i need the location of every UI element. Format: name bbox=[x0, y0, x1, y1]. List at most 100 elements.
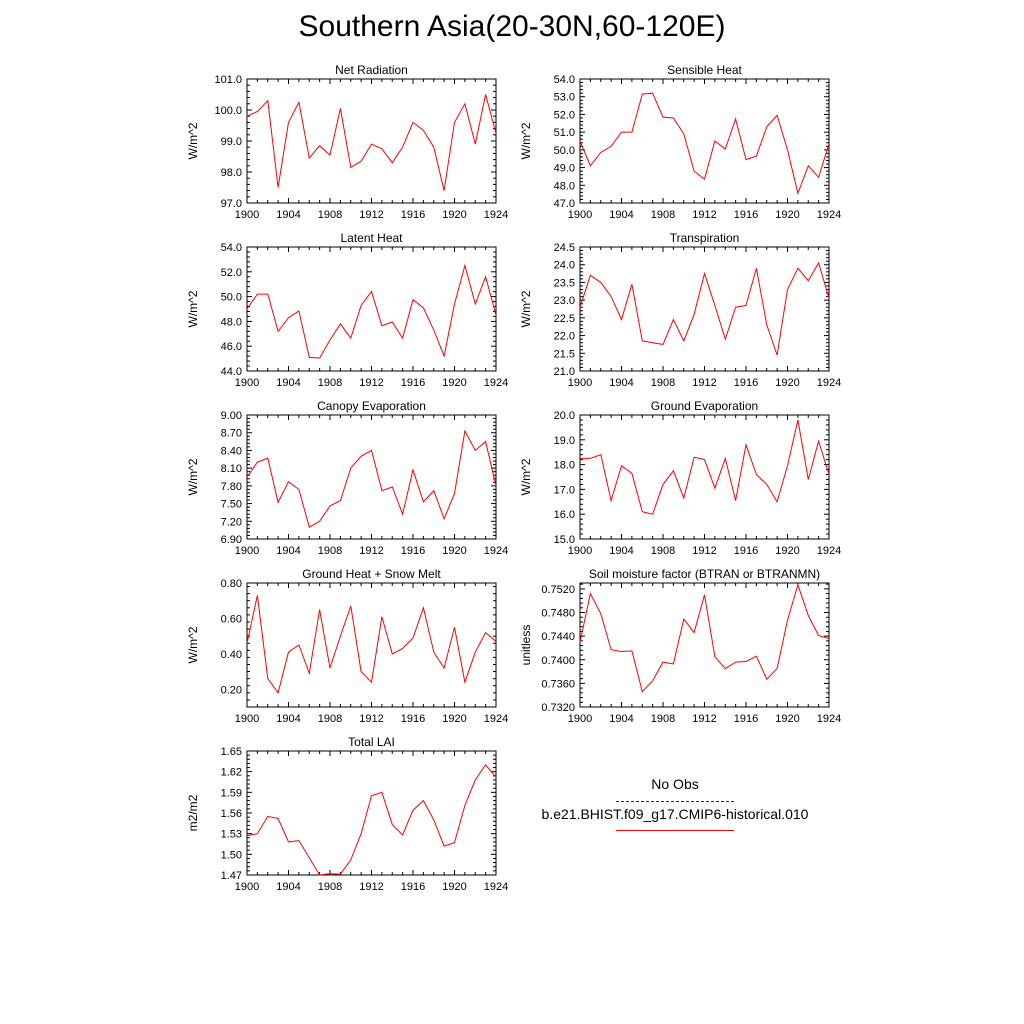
y-axis-label: W/m^2 bbox=[186, 458, 200, 495]
y-tick-label: 54.0 bbox=[221, 242, 242, 254]
y-tick-label: 20.0 bbox=[554, 410, 575, 422]
x-tick-label: 1916 bbox=[734, 545, 758, 557]
x-tick-label: 1912 bbox=[692, 713, 716, 725]
y-axis-label: W/m^2 bbox=[186, 122, 200, 159]
plot-frame bbox=[246, 78, 497, 204]
x-tick-label: 1900 bbox=[235, 377, 259, 389]
x-tick-label: 1904 bbox=[276, 209, 300, 221]
y-tick-label: 0.40 bbox=[221, 649, 242, 661]
y-tick-label: 51.0 bbox=[554, 127, 575, 139]
y-axis-label: W/m^2 bbox=[186, 290, 200, 327]
y-tick-label: 1.59 bbox=[221, 787, 242, 799]
y-tick-label: 54.0 bbox=[554, 74, 575, 86]
x-tick-label: 1908 bbox=[318, 209, 342, 221]
series-line bbox=[246, 595, 497, 694]
chart-panel: 1900 1904 1908 1912 1916 1920 1924 97.0 98.0 99.0… bbox=[186, 63, 508, 221]
x-tick-label: 1924 bbox=[817, 713, 841, 725]
legend-obs-label: No Obs bbox=[651, 776, 699, 792]
y-tick-label: 8.10 bbox=[221, 463, 242, 475]
x-tick-label: 1904 bbox=[609, 545, 633, 557]
y-tick-label: 15.0 bbox=[554, 534, 575, 546]
series-line bbox=[246, 429, 497, 528]
chart-panel: 1900 1904 1908 1912 1916 1920 1924 15.0 16.0 17.0… bbox=[519, 399, 841, 557]
y-tick-label: 1.50 bbox=[221, 849, 242, 861]
x-tick-label: 1912 bbox=[692, 377, 716, 389]
legend-model-line bbox=[616, 830, 734, 831]
x-tick-label: 1924 bbox=[817, 377, 841, 389]
x-tick-label: 1900 bbox=[568, 209, 592, 221]
series-line bbox=[246, 263, 497, 359]
x-tick-label: 1924 bbox=[817, 209, 841, 221]
x-tick-label: 1908 bbox=[651, 377, 675, 389]
y-tick-label: 53.0 bbox=[554, 92, 575, 104]
panel-title: Canopy Evaporation bbox=[317, 399, 426, 413]
chart-panel: 1900 1904 1908 1912 1916 1920 1924 0.20 0.40 0.60… bbox=[186, 567, 508, 725]
panel-title: Total LAI bbox=[348, 735, 395, 749]
series-line bbox=[579, 583, 830, 693]
series-line bbox=[246, 94, 497, 191]
chart-panel: 1900 1904 1908 1912 1916 1920 1924 1.47 1.50 1.53… bbox=[186, 735, 508, 893]
x-tick-label: 1924 bbox=[484, 713, 508, 725]
x-tick-label: 1904 bbox=[276, 377, 300, 389]
x-tick-label: 1900 bbox=[568, 713, 592, 725]
x-tick-label: 1916 bbox=[734, 377, 758, 389]
x-tick-label: 1912 bbox=[692, 209, 716, 221]
legend-model-label: b.e21.BHIST.f09_g17.CMIP6-historical.010 bbox=[541, 806, 809, 822]
x-tick-label: 1920 bbox=[775, 713, 799, 725]
y-tick-label: 17.0 bbox=[554, 484, 575, 496]
chart-panel: 1900 1904 1908 1912 1916 1920 1924 44.0 46.0 48.0… bbox=[186, 231, 508, 389]
x-tick-label: 1924 bbox=[817, 545, 841, 557]
x-tick-label: 1900 bbox=[568, 377, 592, 389]
panel-title: Ground Heat + Snow Melt bbox=[302, 567, 441, 581]
x-tick-label: 1912 bbox=[359, 209, 383, 221]
y-axis-label: m2/m2 bbox=[186, 794, 200, 831]
y-tick-label: 7.50 bbox=[221, 499, 242, 511]
x-tick-label: 1920 bbox=[442, 881, 466, 893]
y-tick-label: 48.0 bbox=[554, 180, 575, 192]
y-tick-label: 0.80 bbox=[221, 578, 242, 590]
x-tick-label: 1912 bbox=[692, 545, 716, 557]
y-tick-label: 9.00 bbox=[221, 410, 242, 422]
x-tick-label: 1912 bbox=[359, 545, 383, 557]
x-tick-label: 1912 bbox=[359, 881, 383, 893]
x-tick-label: 1920 bbox=[775, 377, 799, 389]
x-tick-label: 1924 bbox=[484, 377, 508, 389]
y-tick-label: 21.5 bbox=[554, 348, 575, 360]
y-axis-label: W/m^2 bbox=[519, 122, 533, 159]
x-tick-label: 1916 bbox=[401, 209, 425, 221]
x-tick-label: 1900 bbox=[235, 713, 259, 725]
x-tick-label: 1924 bbox=[484, 881, 508, 893]
y-tick-label: 8.70 bbox=[221, 428, 242, 440]
y-tick-label: 1.56 bbox=[221, 808, 242, 820]
x-tick-label: 1916 bbox=[734, 209, 758, 221]
y-tick-label: 0.7440 bbox=[541, 631, 575, 643]
y-tick-label: 7.20 bbox=[221, 516, 242, 528]
y-axis-label: W/m^2 bbox=[186, 626, 200, 663]
panel-title: Sensible Heat bbox=[667, 63, 742, 77]
x-tick-label: 1920 bbox=[442, 377, 466, 389]
y-tick-label: 48.0 bbox=[221, 316, 242, 328]
x-tick-label: 1908 bbox=[318, 713, 342, 725]
x-tick-label: 1904 bbox=[276, 881, 300, 893]
y-tick-label: 21.0 bbox=[554, 366, 575, 378]
y-tick-label: 97.0 bbox=[221, 198, 242, 210]
x-tick-label: 1912 bbox=[359, 713, 383, 725]
y-tick-label: 1.53 bbox=[221, 829, 242, 841]
panel-title: Latent Heat bbox=[340, 231, 403, 245]
y-tick-label: 18.0 bbox=[554, 460, 575, 472]
y-tick-label: 22.0 bbox=[554, 331, 575, 343]
x-tick-label: 1908 bbox=[651, 545, 675, 557]
y-tick-label: 44.0 bbox=[221, 366, 242, 378]
plot-frame bbox=[579, 78, 830, 204]
y-tick-label: 0.20 bbox=[221, 684, 242, 696]
y-axis-label: W/m^2 bbox=[519, 458, 533, 495]
x-tick-label: 1920 bbox=[775, 545, 799, 557]
series-line bbox=[580, 419, 830, 515]
chart-panel: 1900 1904 1908 1912 1916 1920 1924 47.0 48.0 49.0… bbox=[519, 63, 841, 221]
x-tick-label: 1908 bbox=[651, 209, 675, 221]
y-tick-label: 52.0 bbox=[221, 267, 242, 279]
y-tick-label: 23.5 bbox=[554, 277, 575, 289]
y-tick-label: 0.7320 bbox=[541, 702, 575, 714]
y-axis-label: W/m^2 bbox=[519, 290, 533, 327]
panel-title: Net Radiation bbox=[335, 63, 408, 77]
